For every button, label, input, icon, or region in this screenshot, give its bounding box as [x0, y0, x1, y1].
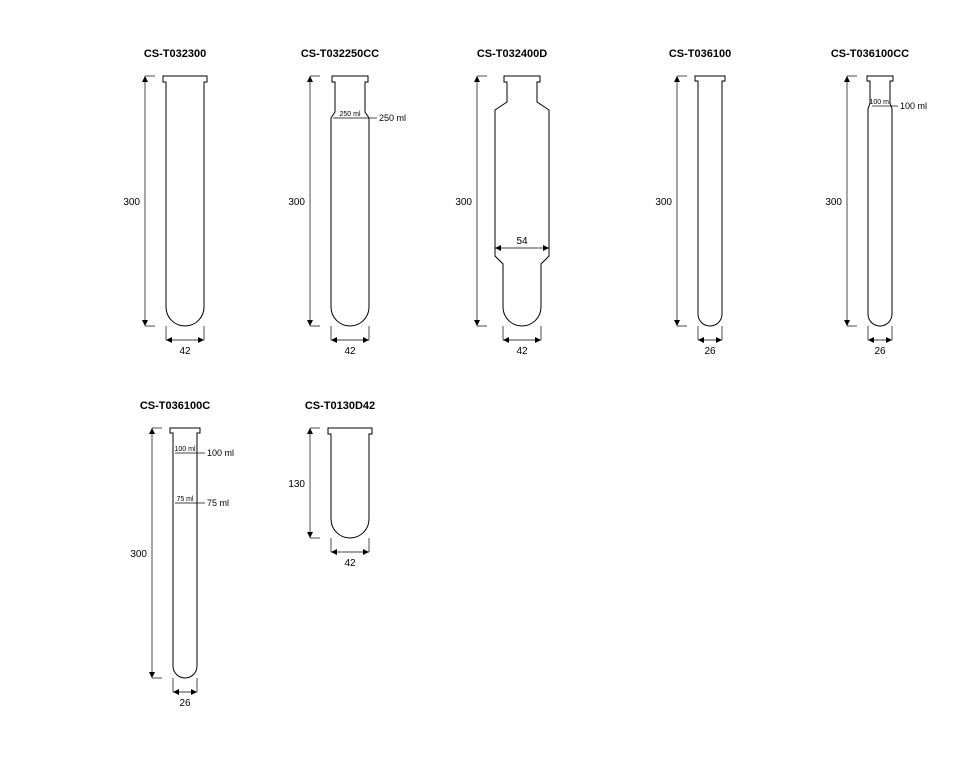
tube-title: CS-T0130D42: [260, 400, 420, 412]
tube-drawing: 100 ml 100 ml 75 ml 75 ml 300 26: [95, 418, 255, 718]
arrowhead-icon: [149, 428, 155, 434]
arrowhead-icon: [543, 245, 549, 251]
tube-title: CS-T036100C: [95, 400, 255, 412]
tube-CS-T032300: CS-T032300 300 42: [95, 48, 255, 368]
arrowhead-icon: [535, 337, 541, 343]
width-label: 42: [516, 346, 528, 357]
arrowhead-icon: [363, 549, 369, 555]
arrowhead-icon: [331, 549, 337, 555]
arrowhead-icon: [503, 337, 509, 343]
arrowhead-icon: [474, 320, 480, 326]
graduation-inscribed: 75 ml: [176, 496, 194, 503]
tube-CS-T032400D: CS-T032400D 300 42 54: [432, 48, 592, 368]
arrowhead-icon: [142, 76, 148, 82]
tube-title: CS-T036100CC: [790, 48, 950, 60]
arrowhead-icon: [844, 320, 850, 326]
tube-CS-T036100CC: CS-T036100CC 100 ml 100 ml 300 26: [790, 48, 950, 368]
tube-outline: [867, 76, 893, 326]
arrowhead-icon: [474, 76, 480, 82]
tube-outline: [163, 76, 207, 326]
arrowhead-icon: [307, 320, 313, 326]
arrowhead-icon: [363, 337, 369, 343]
tube-drawing: 300 42 54: [432, 66, 592, 366]
arrowhead-icon: [844, 76, 850, 82]
tube-drawing: 300 42: [95, 66, 255, 366]
height-label: 300: [455, 197, 472, 208]
tube-outline: [170, 428, 200, 678]
arrowhead-icon: [495, 245, 501, 251]
tube-title: CS-T032400D: [432, 48, 592, 60]
arrowhead-icon: [307, 428, 313, 434]
width-label: 42: [344, 558, 356, 569]
height-label: 300: [123, 197, 140, 208]
arrowhead-icon: [331, 337, 337, 343]
arrowhead-icon: [698, 337, 704, 343]
arrowhead-icon: [886, 337, 892, 343]
tube-drawing: 300 26: [620, 66, 780, 366]
arrowhead-icon: [716, 337, 722, 343]
tube-drawing: 130 42: [260, 418, 420, 578]
tube-outline: [495, 76, 549, 326]
width-label: 42: [179, 346, 191, 357]
arrowhead-icon: [674, 76, 680, 82]
graduation-inscribed: 100 ml: [174, 446, 195, 453]
tube-CS-T032250CC: CS-T032250CC 250 ml 250 ml 300 42: [260, 48, 420, 368]
arrowhead-icon: [868, 337, 874, 343]
tube-CS-T036100C: CS-T036100C 100 ml 100 ml 75 ml 75 ml 300 26: [95, 400, 255, 720]
arrowhead-icon: [674, 320, 680, 326]
tube-CS-T036100: CS-T036100 300 26: [620, 48, 780, 368]
width-label: 42: [344, 346, 356, 357]
arrowhead-icon: [149, 672, 155, 678]
tube-CS-T0130D42: CS-T0130D42 130 42: [260, 400, 420, 580]
arrowhead-icon: [307, 76, 313, 82]
arrowhead-icon: [173, 689, 179, 695]
arrowhead-icon: [307, 532, 313, 538]
graduation-inscribed: 100 ml: [869, 99, 890, 106]
height-label: 300: [288, 197, 305, 208]
tube-title: CS-T036100: [620, 48, 780, 60]
arrowhead-icon: [191, 689, 197, 695]
height-label: 300: [130, 549, 147, 560]
height-label: 300: [825, 197, 842, 208]
width-label: 26: [179, 698, 191, 709]
height-label: 300: [655, 197, 672, 208]
height-label: 130: [288, 479, 305, 490]
width-label: 26: [704, 346, 716, 357]
tube-outline: [695, 76, 725, 326]
tube-outline: [328, 428, 372, 538]
graduation-label: 75 ml: [207, 498, 229, 508]
graduation-label: 100 ml: [900, 101, 927, 111]
arrowhead-icon: [166, 337, 172, 343]
graduation-label: 100 ml: [207, 448, 234, 458]
graduation-label: 250 ml: [379, 113, 406, 123]
bulge-width-label: 54: [516, 236, 528, 247]
arrowhead-icon: [142, 320, 148, 326]
tube-drawing: 100 ml 100 ml 300 26: [790, 66, 950, 366]
width-label: 26: [874, 346, 886, 357]
tube-drawing: 250 ml 250 ml 300 42: [260, 66, 420, 366]
arrowhead-icon: [198, 337, 204, 343]
graduation-inscribed: 250 ml: [339, 111, 360, 118]
tube-title: CS-T032250CC: [260, 48, 420, 60]
tube-title: CS-T032300: [95, 48, 255, 60]
